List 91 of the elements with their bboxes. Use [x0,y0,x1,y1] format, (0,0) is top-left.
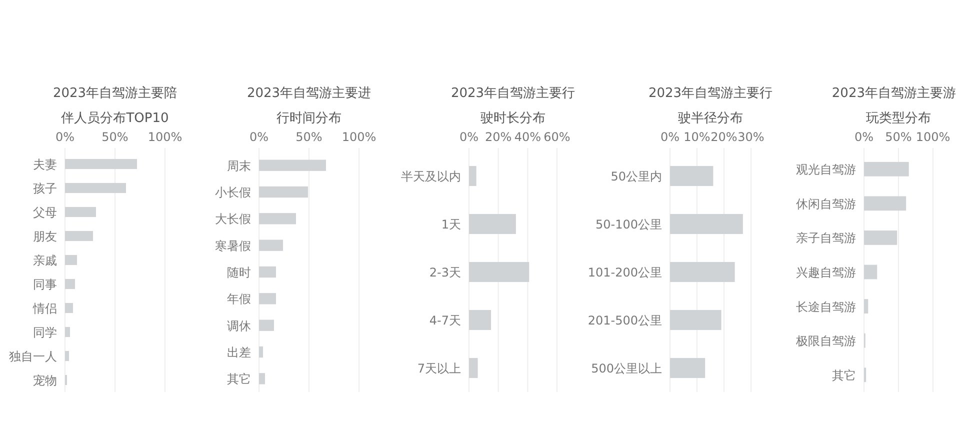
x-tick-label: 40% [514,130,542,144]
y-tick-label: 夫妻 [33,158,57,172]
bar [469,358,478,378]
y-tick-label: 500公里以上 [591,362,662,376]
x-tick-label: 0% [249,130,269,144]
y-tick-label: 亲戚 [33,254,57,268]
chart-title: 2023年自驾游主要行驶时长分布 [450,85,576,126]
bar [864,299,868,314]
y-tick-label: 大长假 [215,212,251,226]
bar [469,310,491,330]
bar [670,358,706,378]
x-tick-label: 0% [660,130,680,144]
y-tick-label: 4-7天 [429,314,461,328]
x-tick-label: 50% [885,130,912,144]
y-tick-label: 101-200公里 [588,266,662,280]
bar [259,320,274,331]
x-tick-label: 50% [102,130,128,144]
x-tick-label: 100% [148,130,182,144]
y-tick-label: 2-3天 [429,266,461,280]
bar [65,230,93,242]
y-tick-label: 寒暑假 [215,238,251,253]
bar [65,206,96,218]
bar [65,278,75,290]
bar [670,166,714,186]
y-tick-label: 同学 [33,326,57,340]
y-tick-label: 其它 [832,368,856,382]
bar [259,186,308,198]
y-tick-label: 7天以上 [417,362,461,376]
x-tick-label: 50% [296,130,322,144]
y-tick-label: 同事 [33,278,57,292]
y-tick-label: 201-500公里 [588,314,662,328]
bar [65,326,70,338]
x-tick-label: 60% [544,130,570,144]
chart-title: 2023年自驾游主要行驶半径分布 [648,85,773,126]
y-tick-label: 休闲自驾游 [796,196,856,211]
bar [65,158,137,170]
bar [670,214,743,234]
bar [65,302,73,314]
bar [259,160,326,171]
y-tick-label: 兴趣自驾游 [796,266,856,280]
y-tick-label: 50公里内 [610,170,662,184]
y-tick-label: 调休 [227,318,251,333]
y-tick-label: 情侣 [32,302,57,316]
y-tick-label: 父母 [33,206,57,220]
y-tick-label: 半天及以内 [401,170,461,184]
y-tick-label: 宠物 [33,374,57,388]
x-tick-label: 100% [342,130,376,144]
bar [670,262,735,282]
bar [259,266,276,278]
bar [65,182,126,194]
bar [259,373,265,384]
bar [469,214,516,234]
x-tick-label: 0% [854,130,874,144]
x-tick-label: 20% [710,130,738,144]
y-tick-label: 周末 [227,158,251,173]
y-tick-label: 随时 [227,266,251,280]
y-tick-label: 独自一人 [9,350,57,364]
y-tick-label: 出差 [227,346,251,360]
bar [65,254,77,266]
y-tick-label: 观光自驾游 [796,162,856,177]
y-tick-label: 其它 [227,372,251,386]
x-tick-label: 0% [55,130,75,144]
bar [864,196,906,211]
y-tick-label: 极限自驾游 [795,334,856,348]
bar [259,346,263,358]
bar [469,262,530,282]
bar [864,230,898,245]
x-tick-label: 30% [738,130,764,144]
x-tick-label: 10% [684,130,710,144]
bar [670,310,722,330]
chart-title: 2023年自驾游主要陪伴人员分布TOP10 [52,85,178,126]
y-tick-label: 孩子 [33,182,57,196]
bar [259,240,283,251]
chart-title: 2023年自驾游主要进行时间分布 [246,85,372,126]
x-tick-label: 0% [459,130,479,144]
bar [864,264,878,280]
y-tick-label: 亲子自驾游 [796,231,856,246]
x-tick-label: 20% [484,130,512,144]
bar [259,213,296,224]
x-tick-label: 100% [916,130,950,144]
bar [65,350,69,362]
bar [864,162,909,176]
bar [259,293,276,304]
chart-title: 2023年自驾游主要游玩类型分布 [832,85,956,126]
y-tick-label: 朋友 [33,230,57,244]
y-tick-label: 50-100公里 [595,218,662,232]
y-tick-label: 长途自驾游 [796,300,856,314]
y-tick-label: 年假 [227,292,251,306]
y-tick-label: 小长假 [215,186,251,200]
bar [469,166,476,186]
y-tick-label: 1天 [441,218,461,232]
